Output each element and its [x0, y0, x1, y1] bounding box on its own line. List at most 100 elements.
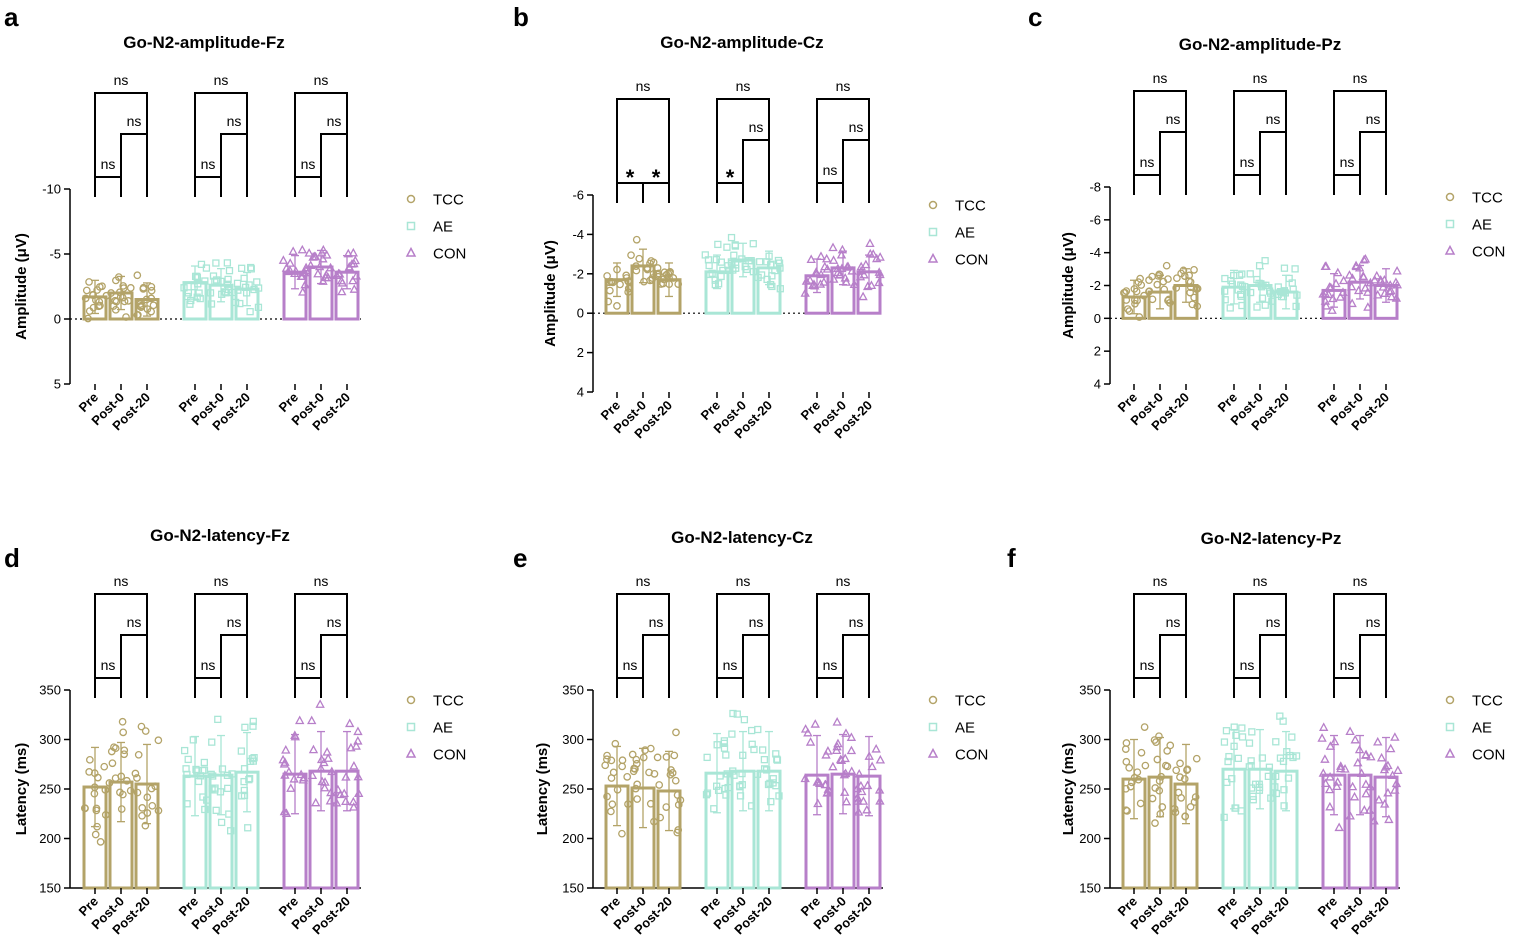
data-point: [111, 744, 120, 753]
data-point: [800, 773, 810, 783]
significance-bracket: [1159, 634, 1187, 698]
data-point: [1122, 287, 1131, 295]
significance-label: ns: [736, 573, 751, 589]
data-point: [226, 827, 235, 835]
data-point: [85, 278, 93, 286]
data-point: [1317, 733, 1327, 742]
data-point: [1221, 274, 1229, 283]
data-point: [1272, 772, 1280, 781]
significance-label: ns: [1253, 70, 1268, 86]
data-point: [89, 290, 97, 299]
data-point: [100, 762, 109, 771]
data-point: [828, 242, 838, 252]
legend-marker-tcc: [928, 695, 938, 705]
significance-bracket: [194, 593, 248, 698]
data-point: [1261, 257, 1269, 265]
data-point: [199, 766, 207, 775]
legend-label-con: CON: [1472, 747, 1505, 764]
data-point: [645, 768, 653, 777]
legend-label-tcc: TCC: [955, 693, 986, 710]
data-point: [1122, 739, 1131, 747]
significance-label: ns: [1153, 70, 1168, 86]
data-point: [1264, 772, 1273, 780]
significance-label: ns: [636, 573, 651, 589]
data-point: [119, 728, 128, 737]
data-point: [1386, 285, 1396, 295]
data-point: [1193, 302, 1202, 311]
significance-bracket: [1333, 677, 1361, 698]
data-point: [609, 768, 618, 777]
data-point: [1163, 762, 1172, 771]
data-point: [760, 755, 769, 764]
significance-label: ns: [327, 614, 342, 630]
data-point: [139, 285, 148, 293]
data-point: [202, 264, 211, 272]
data-point: [832, 717, 842, 726]
data-point: [1280, 802, 1288, 810]
data-point: [90, 789, 99, 798]
data-point: [1172, 284, 1181, 292]
data-point: [667, 766, 675, 774]
data-point: [337, 286, 347, 296]
data-point: [335, 269, 345, 278]
data-point: [1331, 278, 1341, 288]
data-point: [747, 726, 756, 735]
data-point: [1124, 305, 1132, 313]
y-tick-label: 250: [562, 782, 584, 797]
data-point: [829, 274, 839, 283]
data-point: [633, 780, 642, 789]
data-point: [1284, 774, 1293, 782]
data-point: [1140, 723, 1149, 731]
data-point: [654, 272, 663, 281]
significance-bracket: [194, 92, 248, 197]
data-point: [212, 806, 220, 814]
data-point: [723, 243, 731, 251]
data-point: [1165, 299, 1174, 307]
data-point: [665, 280, 674, 289]
data-point: [225, 267, 234, 275]
data-point: [1356, 768, 1367, 777]
data-point: [656, 813, 665, 822]
data-point: [191, 272, 200, 281]
data-point: [133, 311, 142, 319]
data-point: [858, 291, 868, 301]
data-point: [114, 273, 123, 281]
legend-label-ae: AE: [955, 225, 975, 242]
data-point: [1236, 290, 1245, 299]
significance-label: *: [652, 165, 661, 190]
data-point: [242, 289, 251, 297]
data-point: [820, 779, 831, 789]
significance-bracket: [194, 176, 222, 197]
data-point: [859, 269, 869, 279]
data-point: [1171, 808, 1180, 817]
data-point: [343, 248, 353, 258]
data-point: [120, 750, 128, 759]
data-point: [289, 773, 299, 783]
data-point: [1391, 293, 1402, 302]
y-tick-label: 350: [562, 683, 584, 698]
data-point: [800, 288, 810, 297]
data-point: [1329, 736, 1340, 746]
data-point: [711, 280, 719, 289]
significance-label: ns: [227, 614, 242, 630]
data-point: [1292, 752, 1301, 760]
data-point: [1369, 815, 1379, 825]
significance-label: ns: [823, 657, 838, 673]
data-point: [738, 781, 746, 789]
data-point: [323, 272, 333, 282]
legend-marker-con: [405, 246, 417, 257]
data-point: [728, 730, 736, 738]
data-point: [223, 771, 232, 780]
data-point: [1384, 814, 1394, 824]
legend-label-tcc: TCC: [433, 693, 464, 710]
data-point: [1373, 736, 1383, 746]
data-point: [1246, 288, 1255, 297]
data-point: [833, 267, 843, 277]
panel-letter: f: [1007, 543, 1016, 573]
data-point: [1280, 264, 1289, 272]
data-point: [148, 801, 157, 810]
data-point: [666, 770, 675, 779]
legend-marker-ae: [928, 722, 938, 732]
data-point: [193, 274, 202, 282]
panel-c: c Go-N2-amplitude-Pz -8 -6 -4 -2 0 2 4 Amplitude …: [1028, 2, 1505, 433]
